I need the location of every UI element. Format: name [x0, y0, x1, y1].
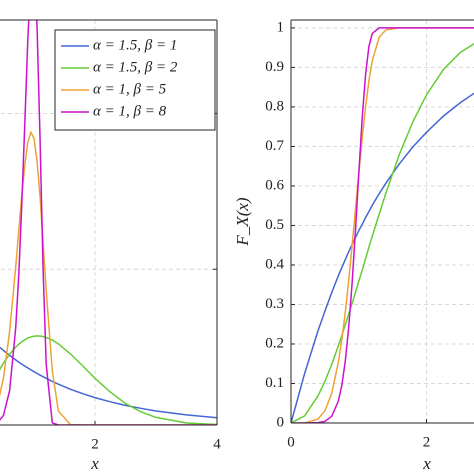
x-tick-label: 0: [287, 434, 295, 450]
y-tick-label: 0.5: [265, 217, 284, 233]
y-tick-label: 0.4: [265, 256, 284, 272]
legend-label: α = 1.5, β = 2: [93, 59, 178, 75]
x-tick-label: 4: [213, 436, 221, 452]
y-tick-label: 0.7: [265, 138, 284, 154]
y-tick-label: 0.9: [265, 59, 284, 75]
y-tick-label: 1: [277, 19, 285, 35]
series-line: [0, 130, 217, 425]
legend-label: α = 1, β = 5: [93, 81, 167, 97]
y-tick-label: 0.6: [265, 177, 284, 193]
y-tick-label: 0.2: [265, 335, 284, 351]
series-line: [291, 42, 474, 423]
series-line: [291, 27, 474, 423]
y-tick-label: 0.3: [265, 296, 284, 312]
legend-label: α = 1.5, β = 1: [93, 37, 177, 53]
x-axis-label: x: [422, 454, 431, 473]
y-tick-label: 0: [277, 414, 285, 430]
y-axis-label: F_X(x): [233, 197, 252, 246]
series-line: [0, 346, 217, 419]
y-tick-label: 0.8: [265, 98, 284, 114]
series-line: [0, 335, 217, 425]
series-line: [0, 20, 217, 425]
legend: α = 1.5, β = 1 α = 1.5, β = 2 α = 1, β = 5…: [54, 29, 216, 131]
x-axis-label: x: [90, 454, 99, 473]
y-tick-label: 0.1: [265, 375, 284, 391]
series-line: [291, 92, 474, 423]
x-tick-label: 2: [423, 434, 431, 450]
x-tick-label: 2: [91, 436, 99, 452]
legend-box: [54, 29, 216, 131]
legend-label: α = 1, β = 8: [93, 103, 167, 119]
plot-area: [291, 27, 474, 423]
plot-area: [0, 20, 217, 425]
